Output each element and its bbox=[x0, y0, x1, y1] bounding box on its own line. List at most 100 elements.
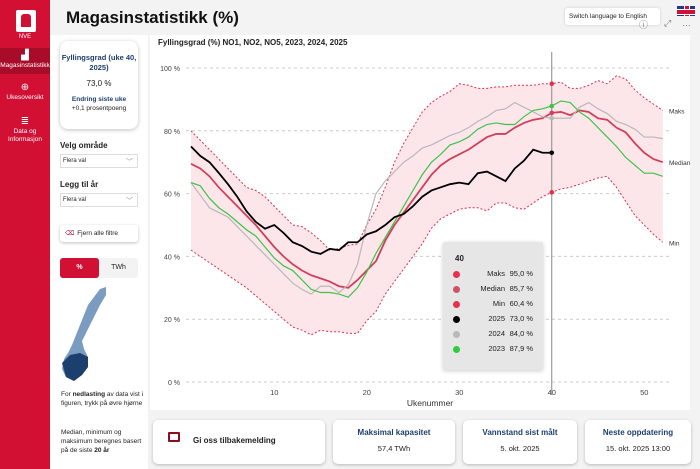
tooltip-series: 2023 bbox=[488, 344, 505, 353]
area-label: Velg område bbox=[60, 141, 108, 150]
year-dropdown[interactable]: Flera val ﹀ bbox=[60, 193, 138, 207]
series-line-median bbox=[190, 109, 664, 289]
sidebar-item-label: Ukesoversikt bbox=[6, 94, 44, 101]
sidebar-item-ukesoversikt[interactable]: ⊕ Ukesoversikt bbox=[0, 82, 50, 110]
sidebar-item-label: Data og Informasjon bbox=[8, 128, 42, 143]
measured-value: 5. okt. 2025 bbox=[500, 444, 540, 453]
band-label-min: Min bbox=[669, 240, 680, 247]
x-tick-label: 50 bbox=[640, 388, 648, 397]
clear-filters-label: Fjern alle filtre bbox=[77, 230, 119, 237]
legend-dot bbox=[453, 271, 460, 278]
page-title: Magasinstatistikk (%) bbox=[66, 8, 239, 27]
switch-language-button[interactable]: Switch language to English bbox=[565, 8, 660, 25]
legend-dot bbox=[453, 346, 460, 353]
feedback-button[interactable]: Gi oss tilbakemelding bbox=[153, 420, 325, 464]
tooltip-row: Min 60,4 % bbox=[443, 299, 543, 311]
measured-title: Vannstand sist målt bbox=[482, 428, 558, 437]
kpi-change-value: +0,1 prosentpoeng bbox=[71, 105, 127, 112]
series-line-2023 bbox=[190, 100, 663, 298]
tooltip-row: 2023 87,9 % bbox=[443, 344, 543, 356]
hover-point bbox=[549, 115, 555, 121]
sidebar-item-data-og-informasjon[interactable]: ≣ Data og Informasjon bbox=[0, 116, 50, 152]
database-icon: ≣ bbox=[20, 116, 30, 127]
tooltip-value: 73,0 % bbox=[509, 314, 533, 323]
area-value: Flera val bbox=[63, 158, 87, 164]
series-line-2024 bbox=[190, 101, 663, 295]
hover-tooltip: 40 Maks 95,0 % Median 85,7 % Min 60,4 % 2025 73… bbox=[443, 242, 543, 370]
chart-title: Fyllingsgrad (%) NO1, NO2, NO5, 2023, 20… bbox=[158, 38, 348, 47]
fill-level-chart[interactable]: 0 % 20 % 40 % 60 % 80 % 100 % 10 20 30 40 50 Ukenum… bbox=[150, 35, 690, 410]
hover-point bbox=[549, 190, 555, 195]
norway-map bbox=[62, 287, 106, 381]
next-update-value: 15. okt. 2025 13:00 bbox=[605, 444, 671, 453]
unit-toggle: % TWh bbox=[60, 258, 138, 278]
expand-icon[interactable]: ⤢ bbox=[664, 18, 672, 28]
next-update-title: Neste oppdatering bbox=[602, 428, 674, 437]
series-line-2025 bbox=[190, 145, 552, 255]
kpi-change-title: Endring siste uke bbox=[71, 96, 127, 103]
legend-dot bbox=[453, 286, 460, 293]
tooltip-value: 95,0 % bbox=[509, 269, 533, 278]
legend-dot bbox=[453, 331, 460, 338]
clear-filters-button[interactable]: ⌫ Fjern alle filtre bbox=[60, 225, 138, 242]
download-note: For nedlasting av data vist i figuren, t… bbox=[61, 391, 144, 407]
y-tick-label: 20 % bbox=[164, 317, 180, 324]
chart-panel: Fyllingsgrad (%) NO1, NO2, NO5, 2023, 20… bbox=[150, 35, 690, 410]
y-tick-label: 40 % bbox=[164, 254, 180, 261]
toggle-percent[interactable]: % bbox=[60, 258, 99, 278]
x-tick-label: 10 bbox=[270, 388, 278, 397]
tooltip-series: 2024 bbox=[488, 329, 505, 338]
series-line-maks bbox=[190, 75, 664, 251]
eraser-icon: ⌫ bbox=[65, 230, 75, 237]
y-tick-label: 80 % bbox=[164, 129, 180, 136]
hover-point bbox=[549, 103, 555, 109]
tooltip-row: Maks 95,0 % bbox=[443, 269, 543, 281]
min-max-band bbox=[191, 75, 663, 335]
tooltip-value: 87,9 % bbox=[509, 344, 533, 353]
series-line-min bbox=[190, 175, 664, 336]
sidebar-item-magasinstatistikk[interactable]: ▟ Magasinstatistikk bbox=[0, 48, 50, 74]
band-label-median: Median bbox=[669, 160, 690, 167]
band-label-max: Maks bbox=[669, 108, 685, 115]
legend-dot bbox=[453, 301, 460, 308]
tooltip-series: Median bbox=[480, 284, 505, 293]
tooltip-row: Median 85,7 % bbox=[443, 284, 543, 296]
tooltip-value: 60,4 % bbox=[509, 299, 533, 308]
y-tick-label: 0 % bbox=[168, 380, 180, 387]
bar-chart-icon: ▟ bbox=[21, 50, 29, 61]
kpi-value: 73,0 % bbox=[86, 79, 112, 88]
x-tick-label: 30 bbox=[455, 388, 463, 397]
kpi-title: Fyllingsgrad (uke 40, 2025) bbox=[61, 53, 137, 72]
sidebar: NVE ▟ Magasinstatistikk ⊕ Ukesoversikt ≣ Da… bbox=[0, 0, 50, 469]
area-dropdown[interactable]: Flera val ﹀ bbox=[60, 154, 138, 168]
tooltip-value: 84,0 % bbox=[509, 329, 533, 338]
sidebar-item-label: Magasinstatistikk bbox=[0, 62, 50, 69]
tooltip-row: 2025 73,0 % bbox=[443, 314, 543, 326]
help-icon[interactable]: ⓘ bbox=[639, 20, 649, 30]
toggle-twh[interactable]: TWh bbox=[111, 264, 126, 271]
stats-note: Median, minimum og maksimum beregnes bas… bbox=[61, 429, 142, 454]
capacity-title: Maksimal kapasitet bbox=[357, 428, 431, 437]
fill-level-card: Fyllingsgrad (uke 40, 2025) 73,0 % Endri… bbox=[60, 41, 138, 129]
tooltip-week: 40 bbox=[455, 254, 464, 263]
x-axis-label: Ukenummer bbox=[407, 398, 453, 408]
measured-card: Vannstand sist målt 5. okt. 2025 bbox=[463, 420, 577, 464]
nve-logo[interactable] bbox=[16, 10, 36, 32]
feedback-label: Gi oss tilbakemelding bbox=[193, 436, 276, 445]
year-label: Legg til år bbox=[60, 180, 99, 189]
chevron-down-icon: ﹀ bbox=[126, 159, 133, 166]
filter-panel: Fyllingsgrad (uke 40, 2025) 73,0 % Endri… bbox=[50, 35, 148, 469]
y-tick-label: 100 % bbox=[160, 66, 180, 73]
more-options-icon[interactable]: … bbox=[682, 18, 691, 28]
legend-dot bbox=[453, 316, 460, 323]
capacity-card: Maksimal kapasitet 57,4 TWh bbox=[333, 420, 455, 464]
hover-point bbox=[549, 150, 555, 156]
tooltip-series: 2025 bbox=[488, 314, 505, 323]
hover-point bbox=[549, 81, 555, 86]
hover-point bbox=[549, 110, 555, 116]
search-chart-icon: ⊕ bbox=[20, 82, 30, 93]
chevron-down-icon: ﹀ bbox=[126, 198, 133, 205]
y-tick-label: 60 % bbox=[164, 192, 180, 199]
year-value: Flera val bbox=[63, 197, 87, 203]
uk-flag-icon[interactable] bbox=[677, 6, 695, 16]
